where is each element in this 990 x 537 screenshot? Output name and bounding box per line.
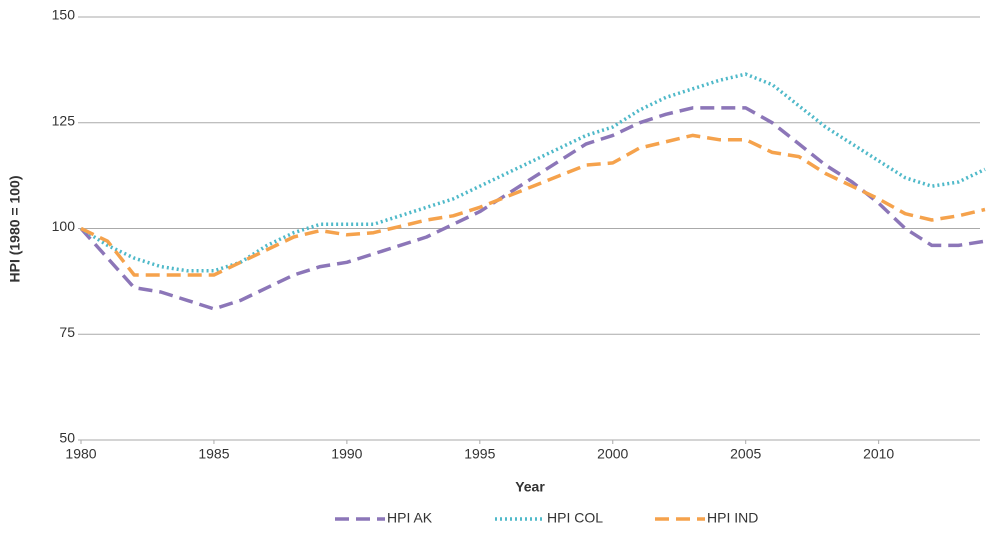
y-tick-label: 50 — [59, 430, 75, 446]
x-tick-label: 1995 — [464, 446, 495, 462]
series-line — [80, 72, 986, 273]
x-tick-label: 2010 — [863, 446, 894, 462]
x-axis-label: Year — [515, 479, 545, 495]
series-line — [79, 106, 986, 311]
y-tick-label: 75 — [59, 324, 75, 340]
x-tick-label: 2000 — [597, 446, 628, 462]
legend-label: HPI COL — [547, 510, 603, 526]
series-line — [80, 133, 986, 277]
y-tick-label: 125 — [52, 112, 76, 128]
y-tick-label: 150 — [52, 7, 76, 23]
y-axis-label: HPI (1980 = 100) — [7, 175, 23, 282]
legend-label: HPI IND — [707, 510, 758, 526]
y-tick-label: 100 — [52, 218, 76, 234]
x-tick-label: 1990 — [331, 446, 362, 462]
x-tick-label: 2005 — [730, 446, 761, 462]
legend-label: HPI AK — [387, 510, 433, 526]
x-tick-label: 1980 — [65, 446, 96, 462]
x-tick-label: 1985 — [198, 446, 229, 462]
